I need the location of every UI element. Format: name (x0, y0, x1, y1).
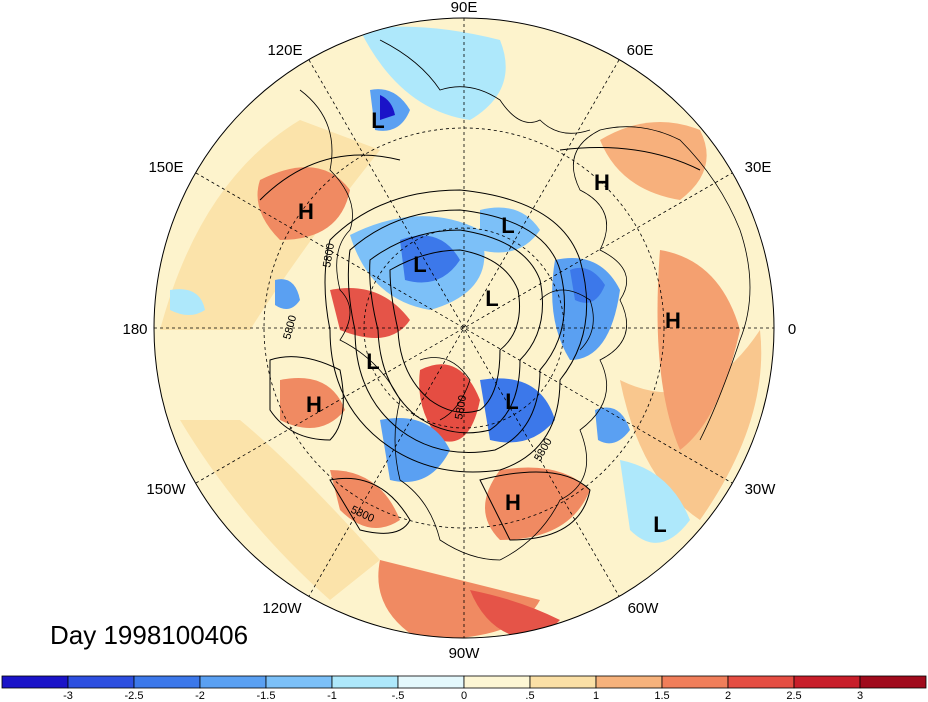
colorbar-tick-label: 1.5 (654, 690, 669, 702)
pressure-center-label: H (594, 170, 610, 195)
colorbar-swatch (265, 675, 333, 689)
lon-label: 150W (146, 481, 186, 498)
pressure-center-label: L (653, 512, 666, 537)
colorbar-tick-label: -2.5 (125, 690, 144, 702)
colorbar-swatch (661, 675, 729, 689)
colorbar-tick-label: 3 (857, 690, 863, 702)
pressure-center-label: L (505, 389, 518, 414)
colorbar-swatch (331, 675, 399, 689)
lon-label: 120W (262, 600, 302, 617)
colorbar-tick-label: -1.5 (257, 690, 276, 702)
coastlines (299, 39, 751, 561)
colorbar-swatch (595, 675, 663, 689)
map-title: Day 1998100406 (50, 620, 249, 650)
lon-label: 150E (148, 159, 183, 176)
lon-label: 180 (122, 321, 147, 338)
colorbar-tick-label: 0 (461, 690, 467, 702)
colorbar-tick-label: -.5 (392, 690, 405, 702)
colorbar-tick-label: -2 (195, 690, 205, 702)
pressure-center-label: H (665, 308, 681, 333)
colorbar-swatch (199, 675, 267, 689)
pressure-center-label: H (298, 199, 314, 224)
pressure-center-label: L (371, 108, 384, 133)
colorbar-tick-label: -1 (327, 690, 337, 702)
anomaly-field (154, 18, 774, 638)
contour-label: 5800 (453, 394, 469, 420)
lon-label: 120E (267, 42, 302, 59)
colorbar-swatch (397, 675, 465, 689)
contour-label: 5800 (321, 242, 337, 268)
colorbar-tick-label: 2 (725, 690, 731, 702)
colorbar-swatch (67, 675, 135, 689)
lon-label: 60E (627, 42, 654, 59)
lon-label: 30W (745, 481, 777, 498)
pressure-center-label: L (366, 349, 379, 374)
lon-label: 30E (745, 159, 772, 176)
colorbar-tick-label: -3 (63, 690, 73, 702)
pressure-center-label: H (306, 392, 322, 417)
pressure-centers: L H H L L L H L H L H L (298, 108, 681, 537)
colorbar-tick-label: .5 (525, 690, 534, 702)
pressure-center-label: L (485, 286, 498, 311)
pressure-center-label: H (505, 490, 521, 515)
colorbar-swatch (463, 675, 531, 689)
colorbar-swatch (133, 675, 201, 689)
colorbar-swatch (529, 675, 597, 689)
colorbar-swatch (727, 675, 795, 689)
colorbar-tick-label: 1 (593, 690, 599, 702)
longitude-labels: 90E 60E 30E 0 30W 60W 90W 120W 150W 180 … (122, 0, 796, 662)
lon-label: 0 (788, 321, 796, 338)
colorbar-swatch (793, 675, 861, 689)
colorbar-swatch (859, 675, 927, 689)
height-contours (259, 147, 701, 541)
pressure-center-label: L (501, 213, 514, 238)
map-boundary (153, 17, 775, 639)
pressure-center-label: L (413, 252, 426, 277)
colorbar-tick-label: 2.5 (786, 690, 801, 702)
lon-label: 60W (628, 600, 660, 617)
lon-label: 90E (451, 0, 478, 16)
colorbar-swatch (1, 675, 69, 689)
colorbar: -3 -2.5 -2 -1.5 -1 -.5 0 .5 1 1.5 2 2.5 3 (1, 675, 927, 702)
lon-label: 90W (449, 645, 481, 662)
